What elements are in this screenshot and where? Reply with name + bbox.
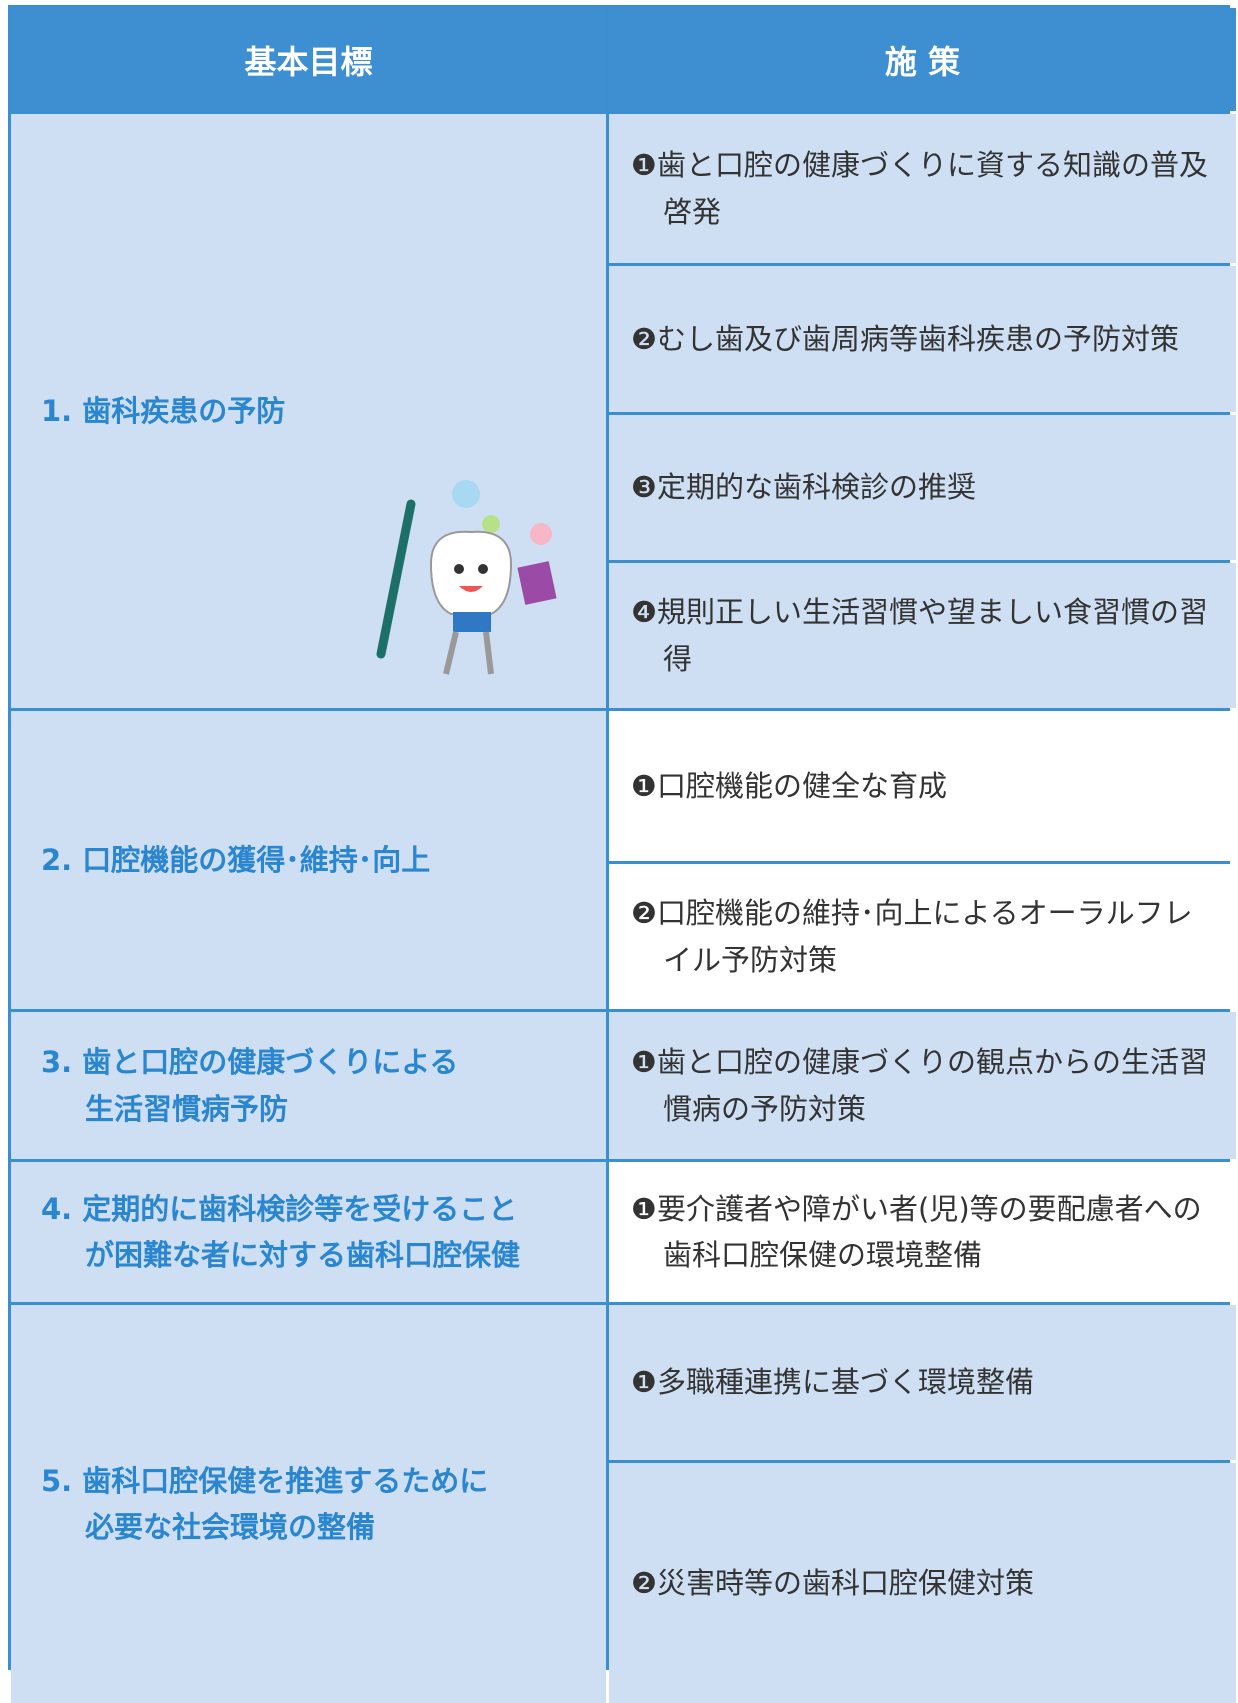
tooth-mascot xyxy=(376,480,557,675)
goal-cell: 4. 定期的に歯科検診等を受けることが困難な者に対する歯科口腔保健 xyxy=(11,1162,606,1302)
measure-cell: ❶多職種連携に基づく環境整備 xyxy=(609,1305,1236,1460)
measure-cell: ❷口腔機能の維持･向上によるオーラルフレイル予防対策 xyxy=(609,864,1236,1009)
goal-label: 2. 口腔機能の獲得･維持･向上 xyxy=(41,842,431,877)
measure-cell: ❸定期的な歯科検診の推奨 xyxy=(609,415,1236,560)
measure-cell: ❶要介護者や障がい者(児)等の要配慮者への歯科口腔保健の環境整備 xyxy=(609,1162,1236,1302)
goal-label: 4. 定期的に歯科検診等を受けること xyxy=(41,1191,518,1226)
goal-cell: 1. 歯科疾患の予防 xyxy=(11,114,606,708)
goal-label: 3. 歯と口腔の健康づくりによる xyxy=(41,1045,459,1080)
header-goal: 基本目標 xyxy=(11,8,606,111)
measure-cell: ❹規則正しい生活習慣や望ましい食習慣の習得 xyxy=(609,563,1236,708)
goal-label: 生活習慣病予防 xyxy=(85,1091,289,1126)
measure-cell: ❶歯と口腔の健康づくりに資する知識の普及啓発 xyxy=(609,114,1236,263)
goal-label: が困難な者に対する歯科口腔保健 xyxy=(85,1238,521,1272)
goal-cell: 5. 歯科口腔保健を推進するために必要な社会環境の整備 xyxy=(11,1305,606,1703)
goal-label: 5. 歯科口腔保健を推進するために xyxy=(41,1463,489,1498)
goal-label: 1. 歯科疾患の予防 xyxy=(41,393,286,428)
goal-cell: 2. 口腔機能の獲得･維持･向上 xyxy=(11,711,606,1009)
goal-cell: 3. 歯と口腔の健康づくりによる生活習慣病予防 xyxy=(11,1012,606,1159)
measure-cell: ❶口腔機能の健全な育成 xyxy=(609,711,1236,861)
measure-cell: ❷むし歯及び歯周病等歯科疾患の予防対策 xyxy=(609,266,1236,412)
measure-cell: ❷災害時等の歯科口腔保健対策 xyxy=(609,1463,1236,1703)
measure-cell: ❶歯と口腔の健康づくりの観点からの生活習慣病の予防対策 xyxy=(609,1012,1236,1159)
table: 基本目標施 策 1. 歯科疾患の予防 ❶歯と口腔の健康づくりに資する知識の普及啓発… xyxy=(8,5,1236,1703)
goal-label: 必要な社会環境の整備 xyxy=(85,1510,376,1544)
header-measure: 施 策 xyxy=(609,8,1236,111)
